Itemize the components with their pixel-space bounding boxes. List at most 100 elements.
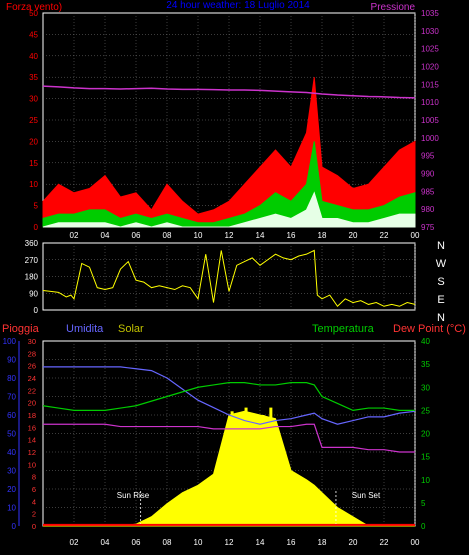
wind-avg-area [42,141,416,228]
direction-tick-label: 90 [29,289,38,298]
x-tick-label: 08 [163,231,172,240]
x-tick-label: 22 [380,538,389,547]
right-tick-label: 1000 [421,134,439,143]
humidity-tick-label: 8 [32,473,36,482]
temp-tick-label: 25 [421,406,430,415]
left-tick-label: 0 [34,223,39,232]
left-tick-label: 5 [34,202,39,211]
temp-tick-label: 15 [421,453,430,462]
direction-tick-label: 270 [25,256,39,265]
temperature-line [42,382,415,411]
humidity-tick-label: 28 [28,349,36,358]
wind-max-area [42,77,416,228]
panel3-rain-axis: 0 10 20 30 40 50 60 70 80 90 100 [3,337,20,531]
right-tick-label: 990 [421,170,435,179]
right-tick-label: 980 [421,205,435,214]
humidity-tick-label: 18 [28,411,36,420]
panel1-x-axis: 02 04 06 08 10 12 14 16 18 20 22 00 [70,231,420,240]
x-tick-label: 00 [411,231,420,240]
sunrise-label: Sun Rise [117,491,150,500]
x-tick-label: 22 [380,231,389,240]
panel2-grid [43,243,416,310]
x-tick-label: 12 [225,231,234,240]
panel3-x-axis: 02 04 06 08 10 12 14 16 18 20 22 00 [70,538,420,547]
right-tick-label: 975 [421,223,435,232]
left-tick-label: 15 [29,159,38,168]
x-tick-label: 18 [318,538,327,547]
x-tick-label: 20 [349,231,358,240]
rain-tick-label: 30 [7,467,16,476]
humidity-tick-label: 20 [28,399,36,408]
right-tick-label: 985 [421,187,435,196]
solar-spike [261,415,265,526]
right-tick-label: 1015 [421,80,439,89]
pressure-line [42,85,416,99]
panel3-series [42,366,416,527]
x-tick-label: 18 [318,231,327,240]
x-tick-label: 14 [256,538,265,547]
solar-area [43,410,415,527]
temp-tick-label: 30 [421,383,430,392]
x-tick-label: 10 [194,231,203,240]
panel1-series [42,77,416,228]
left-tick-label: 45 [29,30,38,39]
rain-tick-label: 70 [7,393,16,402]
right-tick-label: 995 [421,152,435,161]
humidity-tick-label: 16 [28,423,36,432]
x-tick-label: 00 [411,538,420,547]
humidity-tick-label: 24 [28,374,36,383]
left-tick-label: 10 [29,180,38,189]
x-tick-label: 02 [70,231,79,240]
right-tick-label: 1020 [421,63,439,72]
sunset-label: Sun Set [352,491,381,500]
x-tick-label: 10 [194,538,203,547]
panel1-title-left: Forza vento) [6,2,62,13]
panel2-left-axis: 0 90 180 270 360 [25,239,39,315]
x-tick-label: 16 [287,538,296,547]
humidity-tick-label: 2 [32,510,36,519]
humidity-tick-label: 4 [32,497,36,506]
solar-spike [230,411,234,526]
x-tick-label: 16 [287,231,296,240]
temp-tick-label: 40 [421,337,430,346]
panel1-right-axis: 975 980 985 990 995 1000 1005 1010 1015 1020 1025 1… [421,9,439,232]
panel3-label-humidity: Umidita [66,323,104,335]
compass-letter: N [437,240,445,252]
temp-tick-label: 0 [421,522,426,531]
humidity-tick-label: 0 [32,522,36,531]
right-tick-label: 1025 [421,45,439,54]
rain-tick-label: 20 [7,485,16,494]
right-tick-label: 1010 [421,98,439,107]
x-tick-label: 06 [132,538,141,547]
rain-tick-label: 60 [7,411,16,420]
humidity-tick-label: 6 [32,485,36,494]
x-tick-label: 02 [70,538,79,547]
humidity-tick-label: 12 [28,448,36,457]
panel3-label-rain: Pioggia [2,323,40,335]
temp-tick-label: 5 [421,499,426,508]
solar-spike [244,407,248,526]
panel3-label-temp: Temperatura [312,323,375,335]
left-tick-label: 20 [29,137,38,146]
x-tick-label: 04 [101,231,110,240]
direction-tick-label: 360 [25,239,39,248]
rain-tick-label: 0 [12,522,17,531]
rain-tick-label: 90 [7,356,16,365]
left-tick-label: 30 [29,95,38,104]
rain-tick-label: 50 [7,430,16,439]
compass-letter: S [437,276,444,288]
dewpoint-line [43,423,415,453]
rain-tick-label: 80 [7,374,16,383]
panel2-series [42,249,416,308]
temp-tick-label: 20 [421,430,430,439]
left-tick-label: 25 [29,116,38,125]
right-tick-label: 1030 [421,27,439,36]
x-tick-label: 04 [101,538,110,547]
humidity-tick-label: 14 [28,436,36,445]
right-tick-label: 1005 [421,116,439,125]
left-tick-label: 40 [29,52,38,61]
direction-tick-label: 0 [34,306,39,315]
x-tick-label: 14 [256,231,265,240]
